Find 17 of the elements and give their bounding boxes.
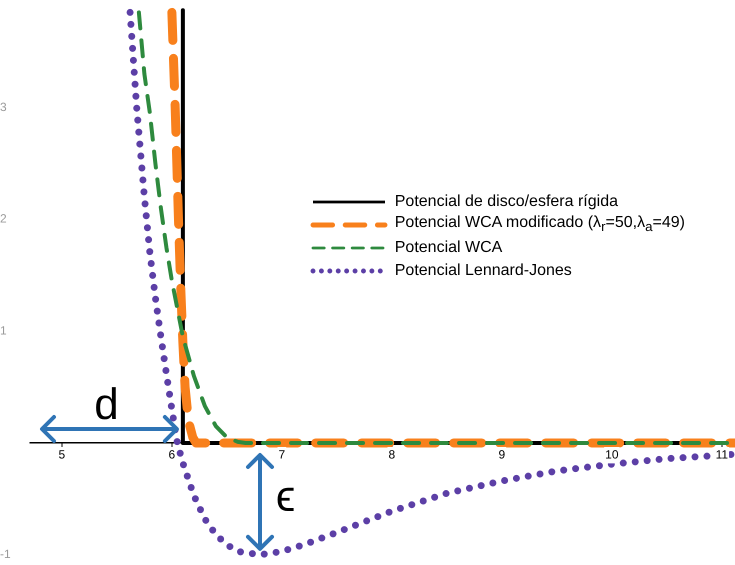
x-tick-label: 8 bbox=[388, 447, 396, 462]
y-tick-label: 1 bbox=[0, 323, 7, 338]
y-tick-label: 3 bbox=[0, 100, 7, 114]
legend-label: Potencial Lennard-Jones bbox=[394, 262, 572, 280]
x-tick-label: 10 bbox=[605, 447, 619, 462]
legend-label: Potencial WCA modificado (λ$_{r}$=50,λ$_{a}$=49) bbox=[394, 214, 685, 235]
y-tick-label: 2 bbox=[0, 212, 7, 226]
annotation: d bbox=[94, 380, 119, 430]
x-tick-label: 6 bbox=[168, 447, 176, 462]
y-tick-label: -1 bbox=[0, 547, 11, 562]
x-tick-label: 5 bbox=[58, 447, 66, 462]
x-tick-label: 9 bbox=[498, 447, 506, 462]
legend-label: Potencial de disco/esfera rígida bbox=[394, 192, 618, 210]
annotation: ϵ bbox=[276, 472, 296, 522]
x-tick-label: 7 bbox=[278, 447, 286, 462]
x-tick-label: 11 bbox=[716, 447, 728, 462]
legend-label: Potencial WCA bbox=[394, 238, 502, 256]
